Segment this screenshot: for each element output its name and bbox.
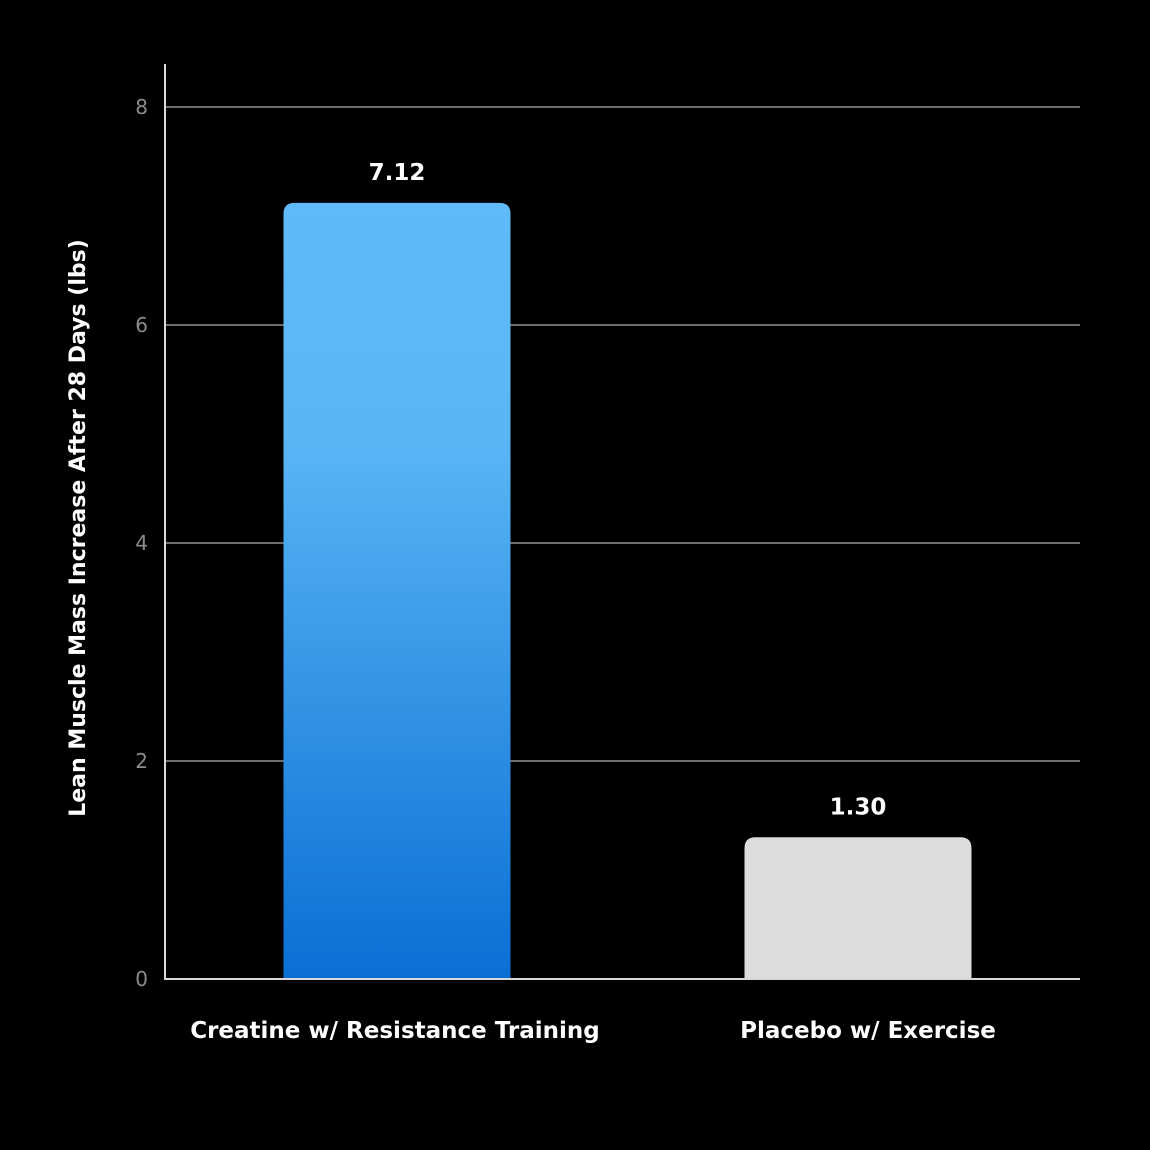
y-tick-label: 0 [135, 967, 148, 991]
x-category-label: Creatine w/ Resistance Training [190, 1018, 600, 1044]
y-tick-label: 6 [135, 313, 148, 337]
labels: 0 2 4 6 8 7.12 Creatine w/ Resistance Training… [135, 95, 996, 1044]
y-tick-label: 4 [135, 531, 148, 555]
data-label: 7.12 [369, 160, 426, 186]
data-label: 1.30 [830, 794, 887, 820]
bars [283, 202, 972, 980]
bar-placebo [744, 837, 972, 979]
x-category-label: Placebo w/ Exercise [740, 1018, 996, 1044]
y-axis-title: Lean Muscle Mass Increase After 28 Days … [66, 239, 91, 817]
y-tick-label: 2 [135, 749, 148, 773]
y-tick-label: 8 [135, 95, 148, 119]
bar-creatine [283, 202, 511, 980]
axes [164, 64, 1080, 980]
